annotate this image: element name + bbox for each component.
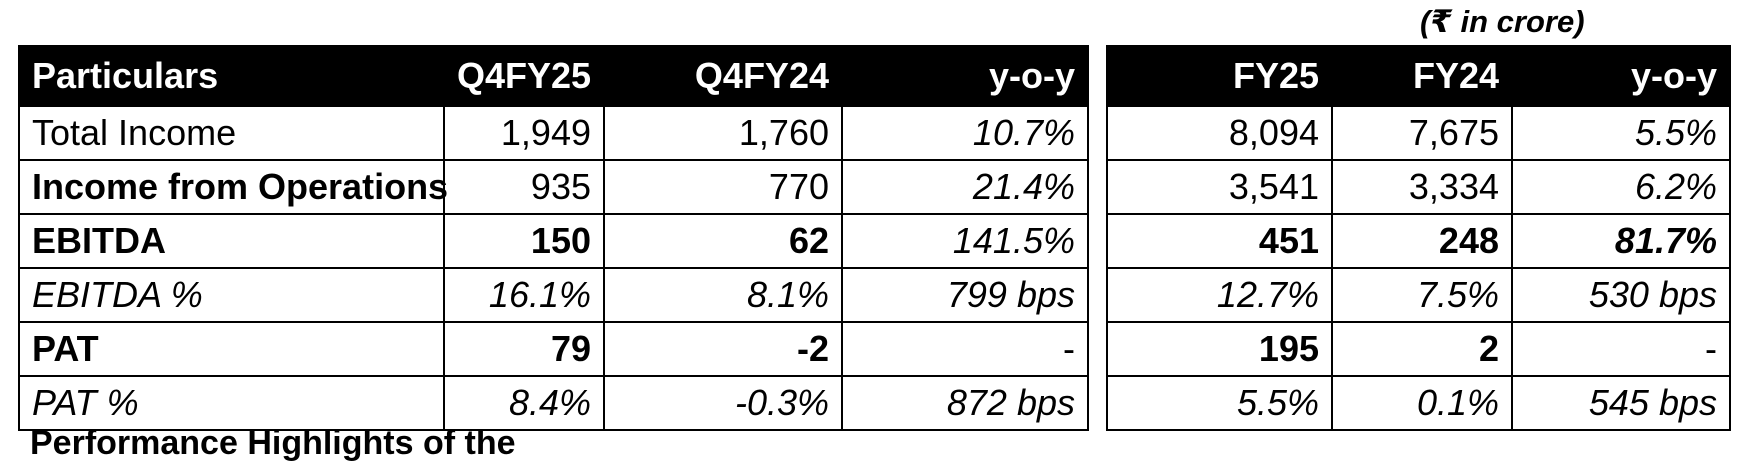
cell-q4fy25: 79 bbox=[443, 321, 605, 377]
column-header-yoy: y-o-y bbox=[841, 45, 1089, 107]
quarterly-results-table: Particulars Q4FY25 Q4FY24 y-o-y Total In… bbox=[18, 45, 1089, 431]
cell-q4fy24: 62 bbox=[603, 213, 843, 269]
table-row: 195 2 - bbox=[1106, 321, 1731, 377]
cell-fy24: 248 bbox=[1331, 213, 1513, 269]
cell-q4fy25: 8.4% bbox=[443, 375, 605, 431]
table-row: 12.7% 7.5% 530 bps bbox=[1106, 267, 1731, 323]
table-row: Income from Operations 935 770 21.4% bbox=[18, 159, 1089, 215]
cell-q4fy24: 1,760 bbox=[603, 105, 843, 161]
table-header-row: FY25 FY24 y-o-y bbox=[1106, 45, 1731, 107]
cell-fy25: 195 bbox=[1106, 321, 1333, 377]
table-row: 8,094 7,675 5.5% bbox=[1106, 105, 1731, 161]
cell-fy24: 7.5% bbox=[1331, 267, 1513, 323]
cell-fy25: 3,541 bbox=[1106, 159, 1333, 215]
table-row: EBITDA 150 62 141.5% bbox=[18, 213, 1089, 269]
cell-q4fy25: 150 bbox=[443, 213, 605, 269]
column-header-q4fy24: Q4FY24 bbox=[603, 45, 843, 107]
table-row: Total Income 1,949 1,760 10.7% bbox=[18, 105, 1089, 161]
table-row: PAT % 8.4% -0.3% 872 bps bbox=[18, 375, 1089, 431]
row-label: EBITDA bbox=[18, 213, 445, 269]
column-header-q4fy25: Q4FY25 bbox=[443, 45, 605, 107]
row-label: Income from Operations bbox=[18, 159, 448, 215]
unit-note: (₹ in crore) bbox=[1420, 4, 1585, 39]
column-header-particulars: Particulars bbox=[18, 45, 445, 107]
table-row: 451 248 81.7% bbox=[1106, 213, 1731, 269]
cell-fy24: 2 bbox=[1331, 321, 1513, 377]
cell-q4fy24: 8.1% bbox=[603, 267, 843, 323]
cell-yoy: 530 bps bbox=[1511, 267, 1731, 323]
cell-q4fy24: 770 bbox=[603, 159, 843, 215]
cell-yoy: - bbox=[841, 321, 1089, 377]
cell-q4fy24: -2 bbox=[603, 321, 843, 377]
cell-yoy: - bbox=[1511, 321, 1731, 377]
table-row: 5.5% 0.1% 545 bps bbox=[1106, 375, 1731, 431]
cell-yoy: 545 bps bbox=[1511, 375, 1731, 431]
table-header-row: Particulars Q4FY25 Q4FY24 y-o-y bbox=[18, 45, 1089, 107]
row-label: PAT % bbox=[18, 375, 445, 431]
cell-yoy: 872 bps bbox=[841, 375, 1089, 431]
cell-q4fy24: -0.3% bbox=[603, 375, 843, 431]
cell-fy24: 0.1% bbox=[1331, 375, 1513, 431]
cell-fy25: 12.7% bbox=[1106, 267, 1333, 323]
cell-fy24: 7,675 bbox=[1331, 105, 1513, 161]
cell-yoy: 10.7% bbox=[841, 105, 1089, 161]
row-label: Total Income bbox=[18, 105, 445, 161]
section-heading-cutoff: Performance Highlights of the bbox=[30, 424, 516, 462]
table-row: PAT 79 -2 - bbox=[18, 321, 1089, 377]
cell-q4fy25: 16.1% bbox=[443, 267, 605, 323]
cell-fy25: 5.5% bbox=[1106, 375, 1333, 431]
column-header-fy25: FY25 bbox=[1106, 45, 1333, 107]
annual-results-table: FY25 FY24 y-o-y 8,094 7,675 5.5% 3,541 3… bbox=[1106, 45, 1731, 431]
column-header-fy24: FY24 bbox=[1331, 45, 1513, 107]
row-label: PAT bbox=[18, 321, 445, 377]
cell-fy24: 3,334 bbox=[1331, 159, 1513, 215]
table-row: 3,541 3,334 6.2% bbox=[1106, 159, 1731, 215]
column-header-yoy: y-o-y bbox=[1511, 45, 1731, 107]
row-label: EBITDA % bbox=[18, 267, 445, 323]
cell-fy25: 8,094 bbox=[1106, 105, 1333, 161]
cell-q4fy25: 935 bbox=[443, 159, 605, 215]
cell-yoy: 21.4% bbox=[841, 159, 1089, 215]
cell-fy25: 451 bbox=[1106, 213, 1333, 269]
cell-yoy: 799 bps bbox=[841, 267, 1089, 323]
cell-yoy: 141.5% bbox=[841, 213, 1089, 269]
cell-yoy: 81.7% bbox=[1511, 213, 1731, 269]
table-row: EBITDA % 16.1% 8.1% 799 bps bbox=[18, 267, 1089, 323]
cell-yoy: 6.2% bbox=[1511, 159, 1731, 215]
cell-q4fy25: 1,949 bbox=[443, 105, 605, 161]
cell-yoy: 5.5% bbox=[1511, 105, 1731, 161]
